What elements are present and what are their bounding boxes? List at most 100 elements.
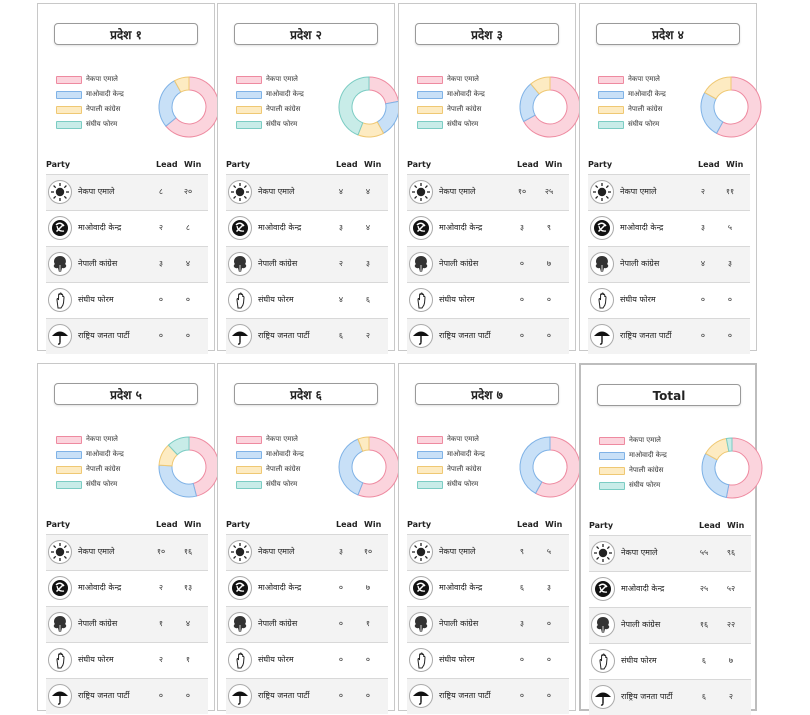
donut-chart	[519, 76, 581, 138]
donut-chart	[338, 76, 400, 138]
table-row: राष्ट्रिय जनता पार्टी ० ०	[46, 318, 208, 354]
donut-slice-congress[interactable]	[530, 76, 551, 95]
province-panel: प्रदेश ६ नेकपा एमाले माओवादी केन्द्र नेपाली…	[217, 363, 400, 714]
table-row: नेपाली कांग्रेस ३ ४	[46, 246, 208, 282]
donut-slice-uml[interactable]	[368, 76, 400, 105]
lead-count: ४	[338, 187, 344, 196]
chart-legend: नेकपा एमाले माओवादी केन्द्र नेपाली कांग्रे…	[417, 72, 485, 132]
party-name: राष्ट्रिय जनता पार्टी	[621, 692, 673, 701]
legend-swatch	[236, 105, 262, 114]
column-header-lead: Lead	[517, 520, 539, 529]
donut-slice-congress[interactable]	[704, 76, 732, 100]
legend-item: संघीय फोरम	[598, 117, 666, 132]
donut-slice-uml[interactable]	[534, 436, 581, 498]
win-count: ०	[185, 331, 191, 340]
table-row: राष्ट्रिय जनता पार्टी ० ०	[407, 678, 569, 714]
win-count: ५	[727, 223, 733, 232]
chart-legend: नेकपा एमाले माओवादी केन्द्र नेपाली कांग्रे…	[56, 432, 124, 492]
sun-icon	[591, 541, 615, 565]
legend-label: नेपाली कांग्रेस	[266, 465, 301, 473]
donut-slice-forum[interactable]	[338, 76, 370, 136]
donut-slice-congress[interactable]	[357, 436, 370, 452]
table-row: राष्ट्रिय जनता पार्टी ० ०	[588, 318, 750, 354]
party-name: नेपाली कांग्रेस	[258, 259, 298, 268]
win-count: ०	[365, 691, 371, 700]
donut-slice-maoist[interactable]	[158, 464, 198, 498]
table-row: नेपाली कांग्रेस ० १	[226, 606, 388, 642]
legend-label: माओवादी केन्द्र	[266, 450, 304, 458]
legend-swatch	[598, 75, 624, 84]
party-name: नेपाली कांग्रेस	[439, 259, 479, 268]
donut-slice-uml[interactable]	[165, 76, 220, 138]
hammer-sickle-icon	[409, 576, 433, 600]
donut-slice-maoist[interactable]	[701, 452, 730, 499]
win-count: २२	[726, 620, 736, 629]
donut-slice-uml[interactable]	[725, 437, 763, 499]
donut-slice-forum[interactable]	[725, 437, 733, 452]
donut-chart	[158, 76, 220, 138]
donut-slice-uml[interactable]	[523, 76, 581, 138]
table-row: नेकपा एमाले २ ११	[588, 174, 750, 210]
table-header: Party Lead Win	[407, 157, 569, 173]
donut-slice-forum[interactable]	[167, 436, 190, 456]
party-table: नेकपा एमाले १० १६ माओवादी केन्द्र २ १३ नेपाली …	[46, 534, 208, 714]
column-header-lead: Lead	[517, 160, 539, 169]
column-header-lead: Lead	[698, 160, 720, 169]
donut-slice-maoist[interactable]	[700, 91, 724, 134]
legend-swatch	[56, 435, 82, 444]
legend-swatch	[599, 451, 625, 460]
win-count: १	[365, 619, 371, 628]
win-count: ३	[365, 259, 371, 268]
legend-label: माओवादी केन्द्र	[266, 90, 304, 98]
party-name: माओवादी केन्द्र	[78, 583, 122, 592]
column-header-lead: Lead	[336, 520, 358, 529]
table-row: संघीय फोरम ४ ६	[226, 282, 388, 318]
lead-count: ०	[338, 583, 344, 592]
lead-count: ०	[700, 295, 706, 304]
legend-swatch	[56, 465, 82, 474]
table-row: नेकपा एमाले ४ ४	[226, 174, 388, 210]
win-count: २०	[183, 187, 193, 196]
tree-icon	[409, 612, 433, 636]
party-name: राष्ट्रिय जनता पार्टी	[620, 331, 672, 340]
legend-swatch	[236, 480, 262, 489]
umbrella-icon	[228, 324, 252, 348]
donut-chart	[700, 76, 762, 138]
column-header-win: Win	[184, 520, 202, 529]
party-name: माओवादी केन्द्र	[621, 584, 665, 593]
column-header-party: Party	[589, 521, 614, 530]
legend-label: संघीय फोरम	[86, 480, 118, 488]
legend-label: नेकपा एमाले	[266, 75, 298, 83]
table-row: राष्ट्रिय जनता पार्टी ० ०	[46, 678, 208, 714]
legend-label: माओवादी केन्द्र	[86, 90, 124, 98]
lead-count: २	[158, 583, 164, 592]
win-count: ०	[185, 295, 191, 304]
legend-label: नेकपा एमाले	[86, 75, 118, 83]
donut-slice-congress[interactable]	[173, 76, 190, 93]
province-panel: प्रदेश ७ नेकपा एमाले माओवादी केन्द्र नेपाली…	[398, 363, 581, 714]
column-header-party: Party	[46, 160, 71, 169]
legend-swatch	[417, 480, 443, 489]
legend-label: माओवादी केन्द्र	[628, 90, 666, 98]
legend-swatch	[56, 480, 82, 489]
column-header-lead: Lead	[699, 521, 721, 530]
legend-item: नेकपा एमाले	[417, 432, 485, 447]
table-row: माओवादी केन्द्र ३ ९	[407, 210, 569, 246]
table-row: नेकपा एमाले ३ १०	[226, 534, 388, 570]
table-header: Party Lead Win	[226, 517, 388, 533]
table-row: संघीय फोरम २ १	[46, 642, 208, 678]
donut-slice-uml[interactable]	[715, 76, 762, 138]
hand-icon	[228, 648, 252, 672]
party-name: नेपाली कांग्रेस	[78, 259, 118, 268]
sun-icon	[409, 540, 433, 564]
umbrella-icon	[409, 324, 433, 348]
donut-slice-uml[interactable]	[357, 436, 400, 498]
donut-slice-maoist[interactable]	[338, 438, 364, 496]
legend-swatch	[236, 435, 262, 444]
party-name: राष्ट्रिय जनता पार्टी	[258, 691, 310, 700]
legend-label: नेकपा एमाले	[266, 435, 298, 443]
tree-icon	[591, 613, 615, 637]
legend-swatch	[236, 450, 262, 459]
umbrella-icon	[591, 685, 615, 709]
donut-slice-maoist[interactable]	[519, 436, 551, 494]
